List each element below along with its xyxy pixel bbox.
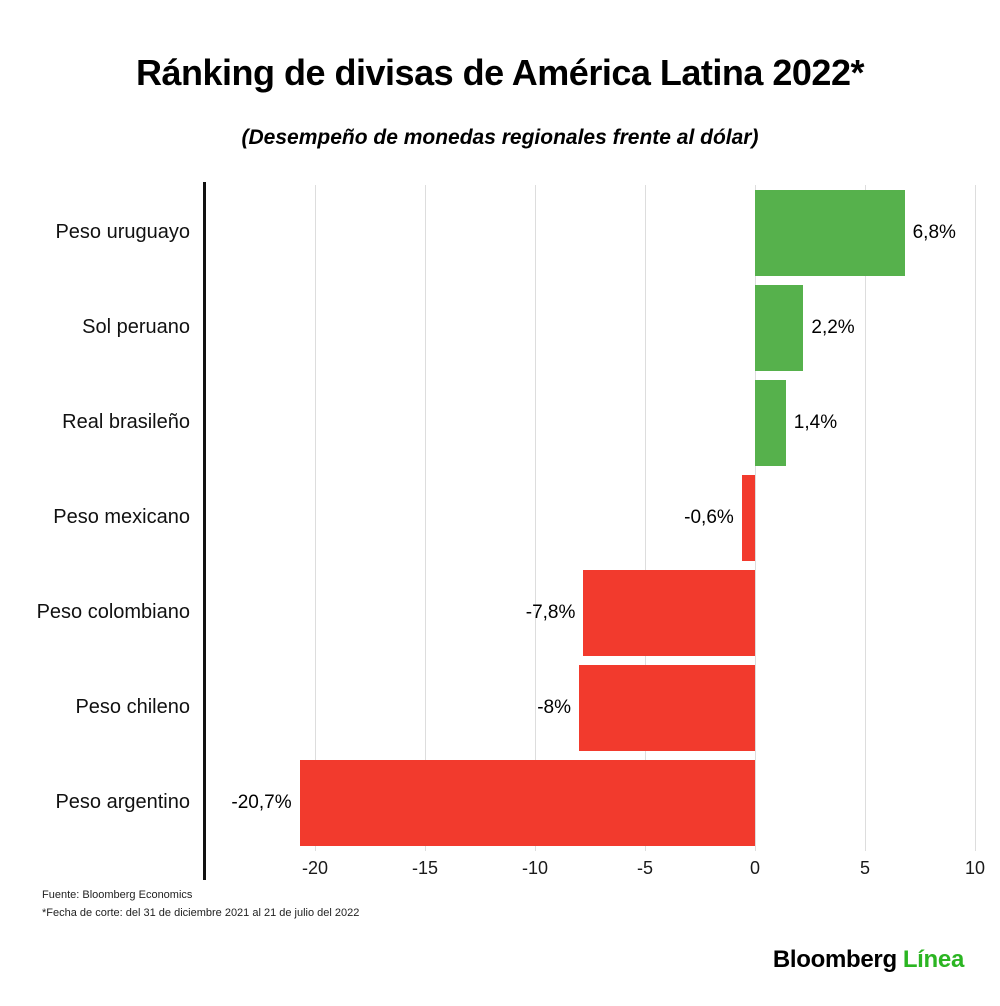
bar [755,284,804,371]
category-label: Sol peruano [82,315,190,338]
value-label: -0,6% [684,507,734,528]
category-label: Peso chileno [75,696,190,719]
category-label: Peso mexicano [53,506,190,528]
bar [299,760,755,847]
value-label: 2,2% [811,316,855,338]
bar [579,665,755,752]
value-label: -7,8% [525,602,576,624]
x-tick-label: 0 [749,858,760,878]
x-tick-label: -15 [411,858,438,878]
bar [583,570,755,657]
value-label: 6,8% [912,221,956,243]
x-tick-label: -10 [521,858,548,878]
brand-logo: Bloomberg Línea [773,946,964,974]
gridline [755,185,756,851]
value-label: 1,4% [793,411,838,433]
gridline [975,185,976,851]
x-tick-label: -20 [301,858,328,878]
x-tick-label: 5 [859,858,870,878]
source-note: Fuente: Bloomberg Economics [42,889,193,901]
x-tick-label: 10 [964,858,986,878]
gridline [315,185,316,851]
value-label: -20,7% [231,792,292,814]
x-tick-label: -5 [636,858,653,878]
gridline [535,185,536,851]
category-label: Peso uruguayo [55,220,190,243]
gridline [645,185,646,851]
chart-subtitle: (Desempeño de monedas regionales frente … [241,126,759,149]
gridline [425,185,426,851]
gridline [865,185,866,851]
category-label: Peso colombiano [36,601,190,624]
bar [755,379,786,466]
brand-suffix: Línea [902,946,964,973]
bar [755,189,905,276]
category-label: Real brasileño [62,410,190,433]
cutoff-note: *Fecha de corte: del 31 de diciembre 202… [42,907,360,919]
category-label: Peso argentino [55,791,190,814]
y-axis-line [203,182,206,880]
value-label: -8% [537,697,571,719]
chart-title: Ránking de divisas de América Latina 202… [136,52,865,93]
brand-name: Bloomberg [772,946,897,973]
bar [741,475,755,561]
